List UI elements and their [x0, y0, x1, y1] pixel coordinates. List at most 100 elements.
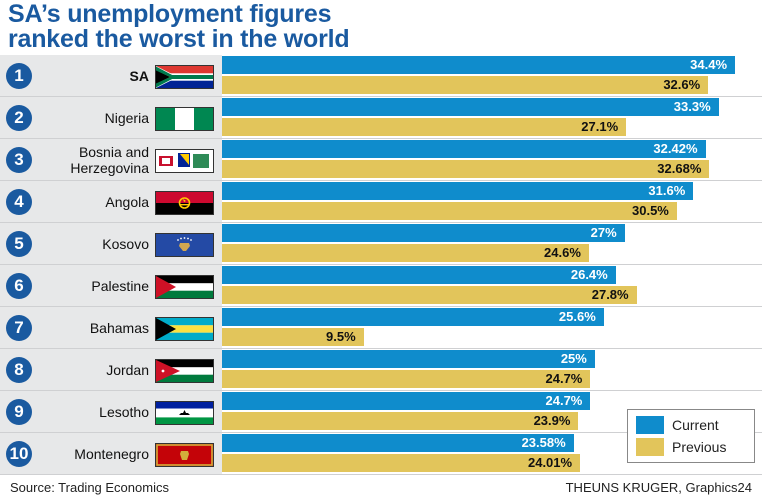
row-angola: 4 Angola 31.6% 30.5% [0, 181, 762, 223]
row-divider [0, 348, 762, 349]
country-label: Montenegro [74, 445, 149, 462]
kosovo-flag [155, 233, 214, 257]
country-label: Nigeria [104, 109, 149, 126]
rank-badge: 1 [6, 63, 32, 89]
row-jordan: 8 Jordan 25% 24.7% [0, 349, 762, 391]
country-label: Palestine [91, 277, 149, 294]
row-divider [0, 390, 762, 391]
angola-flag [155, 191, 214, 215]
data-label-current: 27% [590, 225, 617, 240]
data-label-previous: 32.6% [663, 77, 701, 92]
chart-title: SA’s unemployment figures ranked the wor… [8, 2, 608, 52]
bar-previous [222, 328, 364, 346]
country-label: Kosovo [102, 235, 149, 252]
legend-label-previous: Previous [672, 439, 727, 455]
row-nigeria: 2 Nigeria 33.3% 27.1% [0, 97, 762, 139]
data-label-previous: 23.9% [533, 413, 571, 428]
data-label-current: 23.58% [521, 435, 566, 450]
row-lesotho: 9 Lesotho 24.7% 23.9% [0, 391, 762, 433]
data-label-current: 25.6% [558, 309, 596, 324]
row-divider [0, 432, 762, 433]
bar-current [222, 308, 604, 326]
bar-previous [222, 76, 709, 94]
bar-current [222, 182, 694, 200]
data-label-previous: 24.01% [527, 455, 573, 470]
data-label-previous: 30.5% [632, 203, 669, 218]
legend-swatch-current [636, 416, 664, 434]
country-label: Jordan [106, 361, 149, 378]
south-africa-flag [155, 65, 214, 89]
row-kosovo: 5 Kosovo 27% 24.6% [0, 223, 762, 265]
row-divider [0, 264, 762, 265]
rank-badge: 4 [6, 189, 32, 215]
data-label-previous: 27.8% [591, 287, 629, 302]
data-label-previous: 9.5% [326, 329, 356, 344]
country-label: Bosnia and Herzegovina [70, 143, 149, 176]
bar-current [222, 434, 574, 452]
row-divider [0, 306, 762, 307]
legend: Current Previous [627, 409, 755, 463]
data-label-current: 26.4% [570, 267, 608, 282]
country-label: Lesotho [99, 403, 149, 420]
bar-current [222, 224, 625, 242]
data-label-current: 33.3% [673, 99, 711, 114]
rank-badge: 3 [6, 147, 32, 173]
bar-previous [222, 370, 591, 388]
rank-badge: 9 [6, 399, 32, 425]
country-label: Bahamas [89, 319, 149, 336]
rank-badge: 8 [6, 357, 32, 383]
jordan-flag [155, 359, 214, 383]
bar-previous [222, 412, 579, 430]
bar-previous [222, 118, 627, 136]
rank-badge: 7 [6, 315, 32, 341]
row-divider [0, 180, 762, 181]
row-divider [0, 474, 762, 475]
chart-title-line-1: SA’s unemployment figures [8, 0, 332, 28]
row-bosnia-and-herzegovina: 3 Bosnia and Herzegovina 32.42% 32.68% [0, 139, 762, 181]
data-label-previous: 24.7% [545, 371, 583, 386]
data-label-previous: 24.6% [544, 245, 581, 260]
data-label-current: 25% [560, 351, 587, 366]
source-note: Source: Trading Economics [10, 480, 169, 495]
rank-badge: 10 [6, 441, 32, 467]
bar-previous [222, 286, 637, 304]
nigeria-flag [155, 107, 214, 131]
row-divider [0, 96, 762, 97]
country-label: Angola [105, 193, 149, 210]
row-bahamas: 7 Bahamas 25.6% 9.5% [0, 307, 762, 349]
row-divider [0, 138, 762, 139]
bar-previous [222, 454, 581, 472]
data-label-current: 24.7% [545, 393, 583, 408]
legend-item-previous: Previous [636, 437, 726, 457]
row-sa: 1 SA 34.4% 32.6% [0, 55, 762, 97]
bar-current [222, 266, 616, 284]
bar-current [222, 350, 595, 368]
country-label: SA [129, 67, 149, 84]
legend-swatch-previous [636, 438, 664, 456]
rank-badge: 6 [6, 273, 32, 299]
bar-current [222, 56, 736, 74]
data-label-current: 32.42% [653, 141, 698, 156]
montenegro-flag [155, 443, 214, 467]
palestine-flag [155, 275, 214, 299]
data-label-previous: 32.68% [657, 161, 702, 176]
bar-previous [222, 160, 710, 178]
data-label-current: 31.6% [648, 183, 686, 198]
bar-current [222, 98, 719, 116]
bahamas-flag [155, 317, 214, 341]
bar-previous [222, 202, 677, 220]
lesotho-flag [155, 401, 214, 425]
row-montenegro: 10 Montenegro 23.58% 24.01% [0, 433, 762, 475]
bar-previous [222, 244, 589, 262]
data-label-current: 34.4% [690, 57, 728, 72]
legend-item-current: Current [636, 415, 719, 435]
row-palestine: 6 Palestine 26.4% 27.8% [0, 265, 762, 307]
bosnia-flag [155, 149, 214, 173]
chart-title-line-2: ranked the worst in the world [8, 25, 350, 53]
data-label-previous: 27.1% [581, 119, 619, 134]
legend-label-current: Current [672, 417, 719, 433]
graphic-credit: THEUNS KRUGER, Graphics24 [565, 480, 752, 495]
bar-current [222, 392, 591, 410]
rank-badge: 2 [6, 105, 32, 131]
